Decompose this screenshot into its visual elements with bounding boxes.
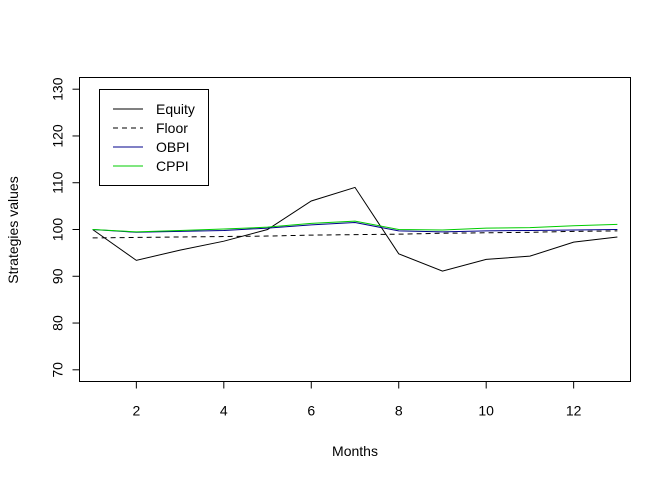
y-tick-label: 100	[49, 218, 65, 242]
x-tick-label: 2	[132, 403, 140, 419]
x-tick-label: 6	[307, 403, 315, 419]
series-layer	[92, 186, 618, 272]
y-tick-label: 70	[49, 362, 65, 378]
series-line-obpi	[92, 221, 618, 233]
y-tick-label: 80	[49, 315, 65, 331]
y-tick-label: 90	[49, 268, 65, 284]
legend-label-obpi: OBPI	[156, 139, 189, 155]
legend-label-equity: Equity	[156, 101, 195, 117]
x-axis: 2 4 6 8 10 12	[132, 381, 582, 419]
legend: Equity Floor OBPI CPPI	[99, 89, 209, 186]
y-tick-label: 130	[49, 77, 65, 101]
x-tick-label: 12	[566, 403, 582, 419]
series-line-cppi	[92, 220, 618, 233]
legend-label-cppi: CPPI	[156, 158, 189, 174]
x-tick-label: 4	[220, 403, 228, 419]
legend-label-floor: Floor	[156, 120, 188, 136]
x-tick-label: 8	[395, 403, 403, 419]
y-tick-label: 110	[49, 171, 65, 194]
series-line-equity	[92, 186, 618, 272]
x-axis-title: Months	[332, 443, 378, 459]
legend-box	[99, 89, 209, 186]
series-line-floor	[92, 230, 618, 239]
y-tick-label: 120	[49, 124, 65, 148]
y-axis: 70 80 90 100 110 120 130	[49, 77, 80, 378]
y-axis-title: Strategies values	[5, 176, 21, 283]
x-tick-label: 10	[478, 403, 494, 419]
